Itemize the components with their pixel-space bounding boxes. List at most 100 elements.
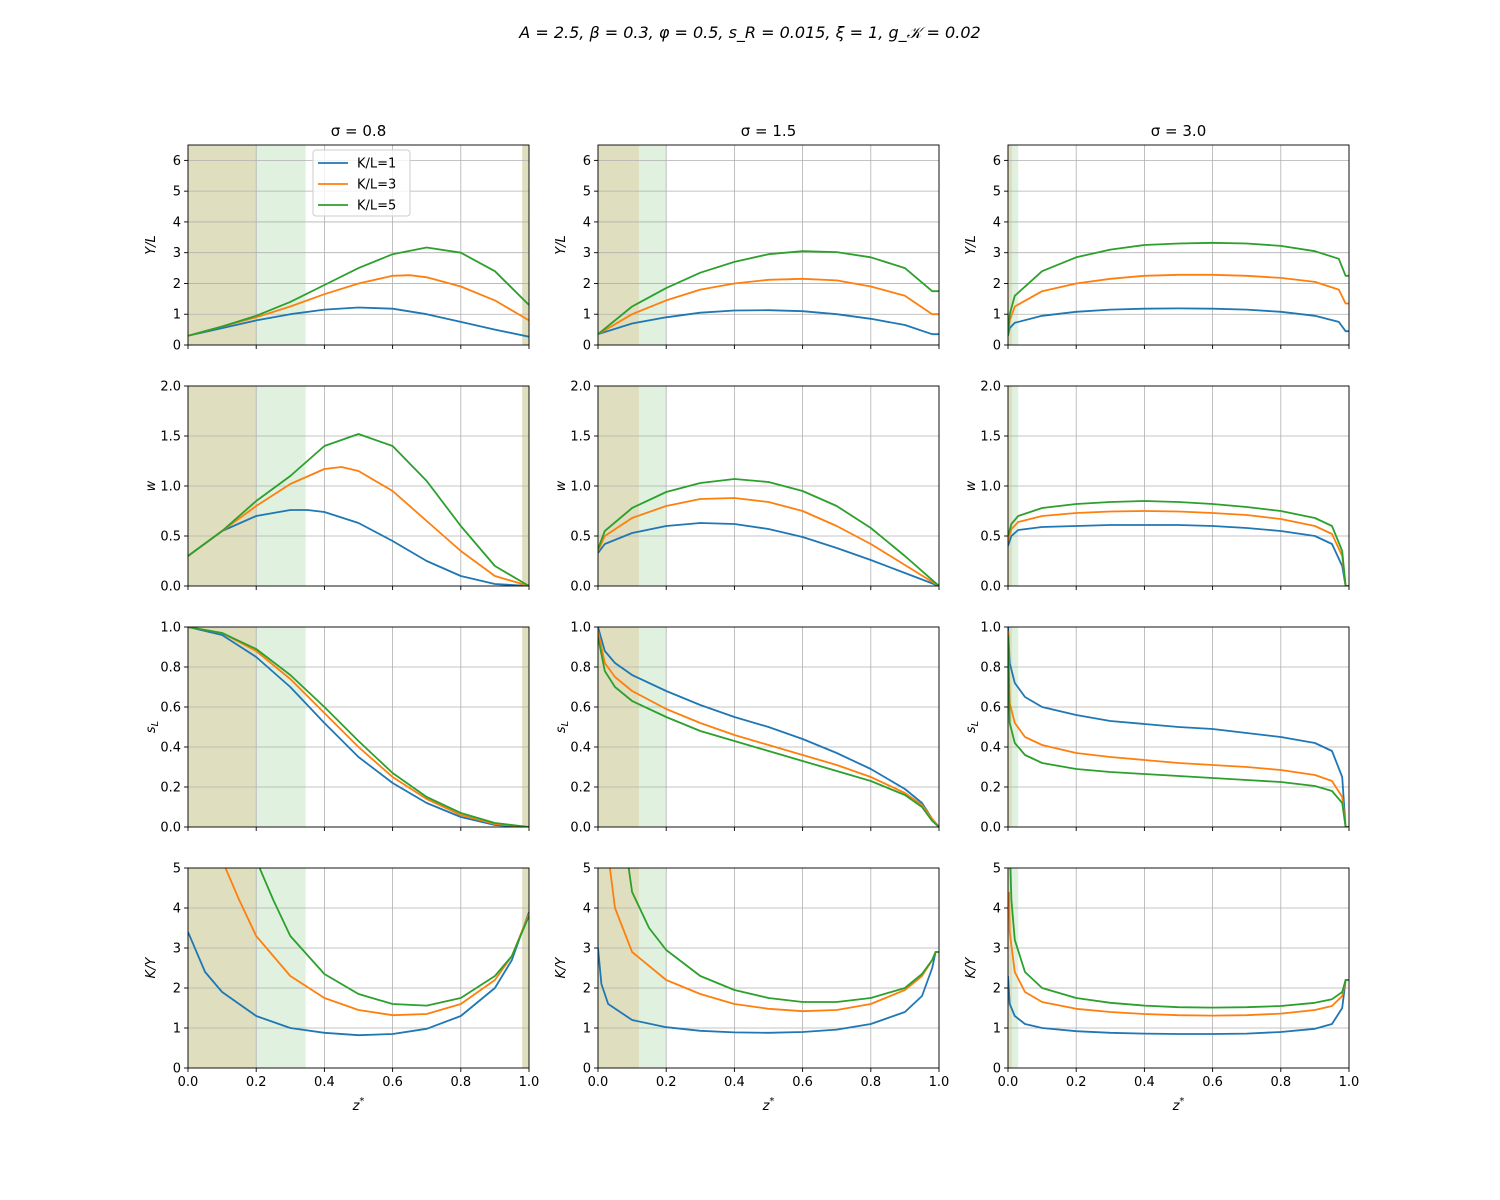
y-tick-label: 2 bbox=[993, 277, 1001, 292]
x-tick-label: 1.0 bbox=[929, 1075, 950, 1090]
panel-r3-c2: 0.0 0.2 0.4 0.6 0.8 1.0 sL bbox=[554, 621, 940, 836]
y-tick-label: 1 bbox=[173, 1022, 181, 1037]
y-tick-label: 2 bbox=[583, 277, 591, 292]
y-tick-label: 1 bbox=[583, 308, 591, 323]
series-line-kl1 bbox=[1008, 524, 1349, 586]
x-axis-label: z* bbox=[352, 1096, 365, 1114]
x-tick-label: 0.8 bbox=[450, 1075, 471, 1090]
y-tick-label: 0.0 bbox=[160, 580, 181, 595]
x-tick-label: 0.6 bbox=[1202, 1075, 1223, 1090]
y-tick-label: 0.8 bbox=[160, 661, 181, 676]
legend-box bbox=[312, 149, 411, 217]
panel-r4-c3: 0.0 0.2 0.4 0.6 0.8 1.0 0 1 2 3 4 5 K/Y z* bbox=[964, 862, 1359, 1115]
y-tick-label: 1.5 bbox=[160, 430, 181, 445]
series-line-kl5 bbox=[188, 246, 529, 337]
shaded-region-green bbox=[1012, 145, 1019, 345]
y-axis-label: sL bbox=[964, 721, 981, 733]
shaded-region-green bbox=[1012, 627, 1019, 827]
y-tick-label: 1 bbox=[173, 308, 181, 323]
axes-frame bbox=[597, 144, 940, 346]
y-tick-label: 1 bbox=[993, 1022, 1001, 1037]
y-tick-label: 0.6 bbox=[570, 701, 591, 716]
y-tick-label: 2 bbox=[173, 277, 181, 292]
y-tick-label: 6 bbox=[993, 154, 1001, 169]
series-line-kl5 bbox=[1008, 634, 1349, 827]
x-tick-label: 0.2 bbox=[1066, 1075, 1087, 1090]
y-tick-label: 0.0 bbox=[980, 580, 1001, 595]
y-tick-label: 2.0 bbox=[980, 380, 1001, 395]
series-line-kl3 bbox=[224, 868, 529, 1017]
y-tick-label: 3 bbox=[583, 246, 591, 261]
series-line-kl1 bbox=[598, 627, 939, 827]
series-line-kl1 bbox=[188, 306, 529, 338]
y-axis-label: Y/L bbox=[554, 235, 569, 255]
y-tick-label: 4 bbox=[583, 902, 591, 917]
panel-title: σ = 3.0 bbox=[1151, 122, 1206, 140]
y-tick-label: 1.0 bbox=[980, 621, 1001, 636]
y-tick-label: 2.0 bbox=[160, 380, 181, 395]
y-tick-label: 1 bbox=[583, 1022, 591, 1037]
y-tick-label: 2 bbox=[993, 982, 1001, 997]
panel-r1-c1: 0 1 2 3 4 5 6 Y/L σ = 0.8 K/L=1 K/L=3 K/L=5 bbox=[144, 122, 530, 354]
x-axis-label: z* bbox=[1172, 1096, 1185, 1114]
y-tick-label: 0.6 bbox=[980, 701, 1001, 716]
panel-r1-c3: 0 1 2 3 4 5 6 Y/L σ = 3.0 bbox=[964, 122, 1350, 354]
y-tick-label: 3 bbox=[993, 246, 1001, 261]
series-line-kl5 bbox=[598, 250, 939, 335]
y-tick-label: 1.5 bbox=[980, 430, 1001, 445]
y-tick-label: 0.4 bbox=[570, 741, 591, 756]
y-tick-label: 3 bbox=[583, 942, 591, 957]
y-tick-label: 4 bbox=[583, 215, 591, 230]
legend-entry: K/L=1 bbox=[357, 157, 396, 172]
y-tick-label: 0 bbox=[583, 1062, 591, 1077]
shaded-region-olive bbox=[1008, 145, 1013, 345]
series-line-kl3 bbox=[1008, 510, 1349, 586]
panel-r4-c1: 0.0 0.2 0.4 0.6 0.8 1.0 0 1 2 3 4 5 K/Y z* bbox=[144, 862, 539, 1115]
x-tick-label: 0.4 bbox=[1134, 1075, 1155, 1090]
axes-frame bbox=[1007, 867, 1350, 1069]
series-line-kl3 bbox=[598, 497, 939, 586]
series-line-kl1 bbox=[1008, 627, 1349, 827]
x-tick-label: 0.0 bbox=[178, 1075, 199, 1090]
y-tick-label: 5 bbox=[993, 862, 1001, 877]
y-tick-label: 0.4 bbox=[980, 741, 1001, 756]
y-tick-label: 4 bbox=[173, 902, 181, 917]
panel-r2-c3: 0.0 0.5 1.0 1.5 2.0 w bbox=[964, 380, 1350, 595]
x-tick-label: 0.4 bbox=[314, 1075, 335, 1090]
y-tick-label: 1.0 bbox=[160, 480, 181, 495]
shaded-region-olive bbox=[188, 868, 257, 1068]
y-tick-label: 0.2 bbox=[980, 781, 1001, 796]
y-tick-label: 0.4 bbox=[160, 741, 181, 756]
axes-frame bbox=[187, 144, 530, 346]
panel-title: σ = 0.8 bbox=[331, 122, 386, 140]
series-line-kl3 bbox=[1008, 630, 1349, 827]
y-tick-label: 1.5 bbox=[570, 430, 591, 445]
x-tick-label: 0.6 bbox=[382, 1075, 403, 1090]
shaded-region-green bbox=[638, 627, 667, 827]
x-axis-label: z* bbox=[762, 1096, 775, 1114]
y-axis-label: w bbox=[964, 480, 979, 491]
axes-frame bbox=[187, 626, 530, 828]
y-tick-label: 2 bbox=[583, 982, 591, 997]
y-tick-label: 3 bbox=[173, 942, 181, 957]
series-line-kl5 bbox=[627, 868, 939, 1003]
panel-r4-c2: 0.0 0.2 0.4 0.6 0.8 1.0 0 1 2 3 4 5 K/Y z* bbox=[554, 862, 949, 1115]
x-tick-label: 0.6 bbox=[792, 1075, 813, 1090]
shaded-region-green bbox=[638, 145, 667, 345]
series-line-kl5 bbox=[598, 478, 939, 586]
y-tick-label: 6 bbox=[583, 154, 591, 169]
x-tick-label: 0.0 bbox=[998, 1075, 1019, 1090]
x-tick-label: 0.4 bbox=[724, 1075, 745, 1090]
y-tick-label: 3 bbox=[173, 246, 181, 261]
y-tick-label: 1.0 bbox=[160, 621, 181, 636]
series-line-kl3 bbox=[188, 466, 529, 586]
y-axis-label: sL bbox=[554, 721, 571, 733]
shaded-region-olive bbox=[1008, 868, 1013, 1068]
shaded-region-olive bbox=[188, 145, 257, 345]
shaded-region-olive bbox=[598, 868, 639, 1068]
x-tick-label: 0.2 bbox=[656, 1075, 677, 1090]
y-tick-label: 0.0 bbox=[160, 821, 181, 836]
shaded-region-olive bbox=[598, 145, 639, 345]
series-line-kl5 bbox=[598, 636, 939, 827]
series-line-kl3 bbox=[1008, 273, 1349, 336]
